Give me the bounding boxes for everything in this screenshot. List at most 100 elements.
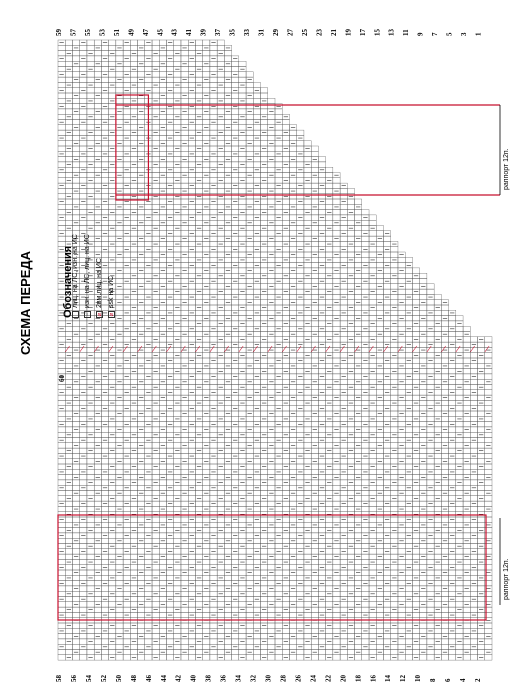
chart-cell	[180, 564, 189, 571]
chart-cell	[86, 585, 95, 592]
chart-cell	[202, 591, 211, 597]
chart-cell	[260, 235, 268, 242]
chart-cell	[130, 389, 138, 396]
chart-cell	[180, 495, 189, 502]
chart-cell	[130, 522, 138, 528]
chart-cell	[202, 543, 211, 549]
chart-cell	[209, 177, 218, 184]
chart-cell	[282, 278, 290, 284]
chart-cell	[209, 633, 218, 640]
chart-cell	[238, 182, 247, 189]
chart-cell	[354, 214, 362, 221]
chart-cell	[57, 61, 66, 67]
chart-cell	[195, 548, 203, 555]
chart-cell	[65, 644, 73, 650]
chart-cell	[332, 273, 341, 279]
chart-cell	[303, 235, 312, 242]
chart-cell	[144, 553, 153, 560]
chart-cell	[130, 172, 138, 178]
chart-cell	[390, 294, 399, 300]
chart-cell	[151, 198, 160, 205]
chart-cell	[93, 500, 102, 507]
chart-cell	[274, 140, 283, 147]
chart-cell	[93, 628, 102, 634]
chart-cell	[144, 204, 153, 210]
chart-cell	[195, 532, 203, 539]
chart-cell	[318, 220, 326, 226]
chart-cell	[108, 363, 117, 369]
chart-cell	[101, 347, 109, 353]
chart-cell	[151, 649, 160, 655]
chart-cell	[130, 469, 138, 475]
chart-cell	[108, 220, 117, 226]
chart-cell	[101, 601, 109, 608]
chart-cell	[231, 331, 240, 337]
chart-cell	[202, 437, 211, 443]
chart-cell	[115, 654, 124, 661]
chart-cell	[426, 283, 435, 290]
chart-cell	[267, 310, 276, 316]
chart-cell	[151, 596, 160, 602]
chart-cell	[383, 251, 391, 258]
chart-cell	[202, 87, 211, 94]
chart-cell	[231, 66, 240, 72]
chart-cell	[195, 410, 203, 417]
chart-cell	[296, 352, 305, 359]
chart-cell	[79, 522, 88, 528]
chart-cell	[137, 167, 145, 173]
chart-cell	[151, 220, 160, 226]
chart-cell	[318, 204, 326, 210]
chart-cell	[108, 564, 117, 571]
chart-cell	[115, 357, 124, 364]
chart-cell	[144, 654, 153, 661]
chart-cell	[65, 580, 73, 587]
chart-cell	[173, 564, 182, 571]
chart-cell	[253, 288, 261, 295]
chart-cell	[188, 124, 196, 131]
chart-cell	[376, 352, 384, 359]
chart-cell	[57, 416, 66, 422]
chart-cell	[108, 182, 117, 189]
chart-cell	[72, 596, 80, 602]
chart-cell	[144, 522, 153, 528]
chart-cell	[65, 421, 73, 428]
chart-cell	[209, 379, 218, 385]
chart-cell	[173, 92, 182, 99]
chart-cell	[195, 458, 203, 465]
chart-cell	[173, 230, 182, 237]
chart-cell	[202, 532, 211, 539]
chart-cell	[245, 288, 254, 295]
chart-cell	[79, 140, 88, 147]
chart-cell	[93, 66, 102, 72]
chart-cell	[79, 575, 88, 581]
chart-cell	[195, 326, 203, 332]
chart-cell	[173, 103, 182, 110]
chart-cell	[137, 373, 145, 380]
chart-cell	[267, 198, 276, 205]
chart-cell	[390, 278, 399, 284]
chart-cell	[332, 230, 341, 237]
chart-cell	[376, 320, 384, 327]
chart-cell	[122, 304, 131, 311]
chart-cell	[231, 129, 240, 136]
chart-cell	[79, 320, 88, 327]
chart-cell	[339, 315, 348, 322]
chart-cell	[202, 71, 211, 78]
chart-cell	[101, 633, 109, 640]
chart-cell	[57, 172, 66, 178]
chart-cell	[376, 294, 384, 300]
chart-cell	[245, 336, 254, 343]
chart-cell	[195, 198, 203, 205]
chart-cell	[383, 320, 391, 327]
chart-cell	[209, 82, 218, 88]
chart-cell	[144, 400, 153, 406]
chart-cell	[115, 87, 124, 94]
chart-cell	[231, 145, 240, 152]
chart-cell	[231, 220, 240, 226]
chart-cell	[354, 257, 362, 263]
chart-cell	[122, 50, 131, 57]
chart-cell	[462, 341, 471, 348]
chart-cell	[108, 649, 117, 655]
chart-cell	[180, 479, 189, 486]
chart-cell	[166, 442, 174, 449]
